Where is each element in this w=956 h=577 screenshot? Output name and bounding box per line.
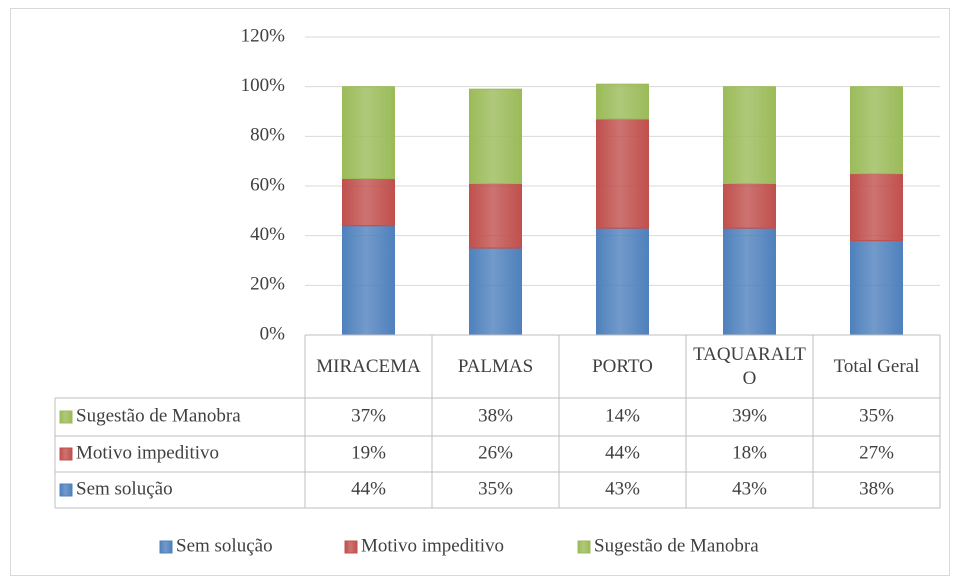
table-cell: 37% <box>351 405 386 426</box>
table-cell: 35% <box>859 405 894 426</box>
bar-segment <box>342 178 395 227</box>
x-tick-label: PORTO <box>592 355 653 377</box>
y-tick-label: 0% <box>260 323 286 344</box>
table-row-label: Motivo impeditivo <box>76 442 219 463</box>
table-cell: 38% <box>478 405 513 426</box>
y-tick-label: 60% <box>250 174 285 195</box>
x-tick-label: TAQUARALTO <box>693 343 806 389</box>
table-cell: 38% <box>859 478 894 499</box>
legend-label: Motivo impeditivo <box>361 535 504 556</box>
y-tick-label: 100% <box>241 75 286 96</box>
x-tick-label: Total Geral <box>833 355 920 377</box>
bar-segment <box>469 247 522 336</box>
table-row-label: Sugestão de Manobra <box>76 405 241 426</box>
legend-label: Sugestão de Manobra <box>594 535 759 556</box>
table-cell: 43% <box>732 478 767 499</box>
table-cell: 14% <box>605 405 640 426</box>
bar-segment <box>596 227 649 336</box>
table-legend-key <box>59 483 73 497</box>
bar-segment <box>850 240 903 336</box>
legend-key <box>159 540 173 554</box>
legend-key <box>577 540 591 554</box>
table-legend-key <box>59 410 73 424</box>
bar-segment <box>723 183 776 229</box>
bar-segment <box>469 183 522 249</box>
category-cell: PORTO <box>592 355 653 377</box>
y-tick-label: 120% <box>241 25 286 46</box>
bar-segment <box>342 86 395 180</box>
y-tick-label: 80% <box>250 125 285 146</box>
table-cell: 27% <box>859 442 894 463</box>
y-tick-label: 20% <box>250 274 285 295</box>
bar-segment <box>723 227 776 336</box>
table-cell: 18% <box>732 442 767 463</box>
category-cell: MIRACEMA <box>316 355 421 377</box>
table-cell: 39% <box>732 405 767 426</box>
x-tick-label: MIRACEMA <box>316 355 421 377</box>
legend-label: Sem solução <box>176 535 273 556</box>
bar-segment <box>596 83 649 120</box>
bar-segment <box>850 86 903 175</box>
table-cell: 44% <box>605 442 640 463</box>
y-tick-label: 40% <box>250 224 285 245</box>
bar-segment <box>850 173 903 242</box>
table-cell: 44% <box>351 478 386 499</box>
table-cell: 19% <box>351 442 386 463</box>
bar-segment <box>723 86 776 185</box>
table-row-label: Sem solução <box>76 478 173 499</box>
bar-segment <box>596 118 649 229</box>
category-cell: PALMAS <box>457 355 534 377</box>
legend-key <box>344 540 358 554</box>
table-cell: 43% <box>605 478 640 499</box>
table-legend-key <box>59 447 73 461</box>
category-cell: TAQUARALTO <box>693 343 806 389</box>
category-cell: Total Geral <box>833 355 920 377</box>
x-tick-label: PALMAS <box>457 355 534 377</box>
table-cell: 26% <box>478 442 513 463</box>
bar-segment <box>342 225 395 336</box>
bar-segment <box>469 88 522 185</box>
table-cell: 35% <box>478 478 513 499</box>
